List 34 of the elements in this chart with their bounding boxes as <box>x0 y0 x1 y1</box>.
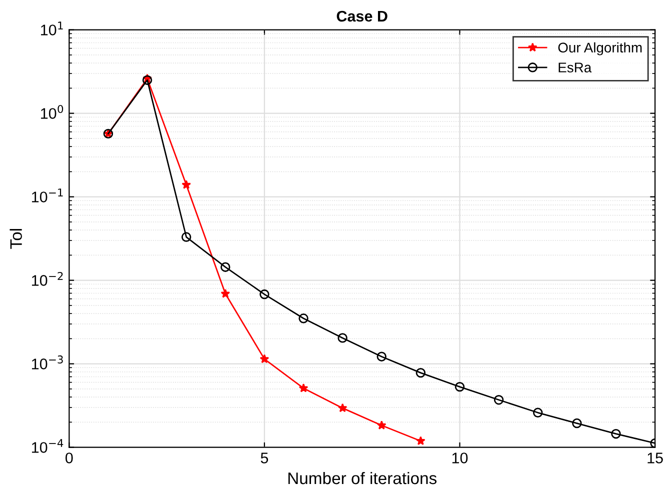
legend-label: EsRa <box>558 62 592 72</box>
point <box>416 368 426 378</box>
point <box>182 180 191 189</box>
x-tick-label: 0 <box>66 452 73 464</box>
point <box>416 436 426 446</box>
y-tick-label: 10$^{−4}$ <box>32 439 64 453</box>
point <box>260 289 270 300</box>
point <box>494 394 504 405</box>
point <box>376 352 386 362</box>
point <box>338 333 348 343</box>
point <box>532 408 543 418</box>
chart-title: Case D <box>336 10 388 22</box>
y-tick-label: 10$^{−3}$ <box>32 355 63 370</box>
legend-label: Our Algorithm <box>558 42 642 56</box>
point <box>298 383 308 392</box>
point <box>572 418 582 428</box>
point <box>376 420 386 430</box>
y-tick-label: 10$^{−1}$ <box>32 188 63 202</box>
x-tick-label: 15 <box>648 452 663 464</box>
x-tick-label: 5 <box>260 452 268 464</box>
point <box>220 288 230 298</box>
point <box>298 314 308 324</box>
point <box>181 232 192 242</box>
x-tick-label: 10 <box>452 452 468 464</box>
y-axis-title: Tol <box>10 229 22 249</box>
x-axis-title: Number of iterations <box>288 472 437 484</box>
point <box>338 403 348 412</box>
y-tick-label: 10$^{−2}$ <box>32 272 63 286</box>
point <box>611 428 621 439</box>
point <box>260 354 270 364</box>
y-tick-label: 10$^{0}$ <box>41 104 64 119</box>
point <box>220 262 230 272</box>
y-tick-label: 10$^{1}$ <box>41 22 63 36</box>
point <box>454 382 465 392</box>
